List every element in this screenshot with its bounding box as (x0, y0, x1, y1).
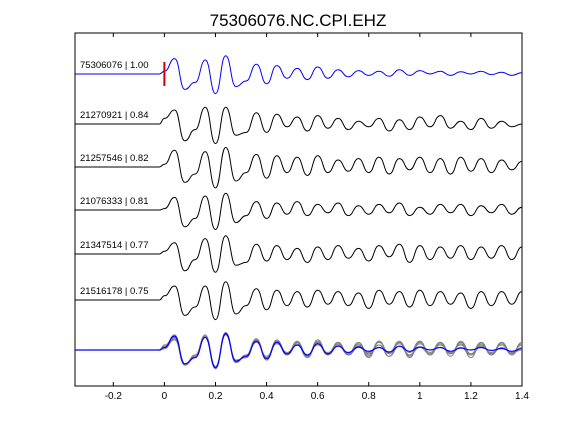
x-tick-label: 1.4 (515, 391, 529, 402)
chart-title: 75306076.NC.CPI.EHZ (210, 11, 387, 30)
x-axis: -0.2 0 0.2 0.4 0.6 0.8 1 1.2 1.4 (105, 33, 529, 402)
trace-label-75306076: 75306076 | 1.00 (80, 60, 149, 71)
trace-line-21516178 (74, 281, 523, 321)
trace-line-21257546 (75, 146, 523, 189)
x-tick-label: 0 (162, 391, 168, 402)
trace-label-21076333: 21076333 | 0.81 (80, 196, 149, 207)
trace-label-21347514: 21347514 | 0.77 (80, 240, 149, 251)
x-tick-label: 0.4 (260, 391, 274, 402)
overlay-line-reference (75, 332, 523, 369)
trace-label-21257546: 21257546 | 0.82 (80, 153, 149, 164)
trace-label-21270921: 21270921 | 0.84 (80, 110, 149, 121)
x-tick-label: 0.6 (311, 391, 325, 402)
x-tick-label: 1.2 (464, 391, 478, 402)
trace-labels: 75306076 | 1.00 21270921 | 0.84 21257546 |… (80, 60, 149, 297)
x-tick-label: 1 (417, 391, 423, 402)
trace-stack (74, 55, 523, 321)
x-tick-label: -0.2 (105, 391, 123, 402)
x-tick-label: 0.2 (209, 391, 223, 402)
trace-line-21347514 (75, 235, 523, 273)
trace-label-21516178: 21516178 | 0.75 (80, 286, 149, 297)
trace-line-75306076 (75, 55, 523, 95)
overlay-stack (75, 331, 523, 370)
x-tick-label: 0.8 (362, 391, 376, 402)
trace-line-21270921 (75, 106, 523, 145)
trace-line-21076333 (74, 192, 523, 231)
